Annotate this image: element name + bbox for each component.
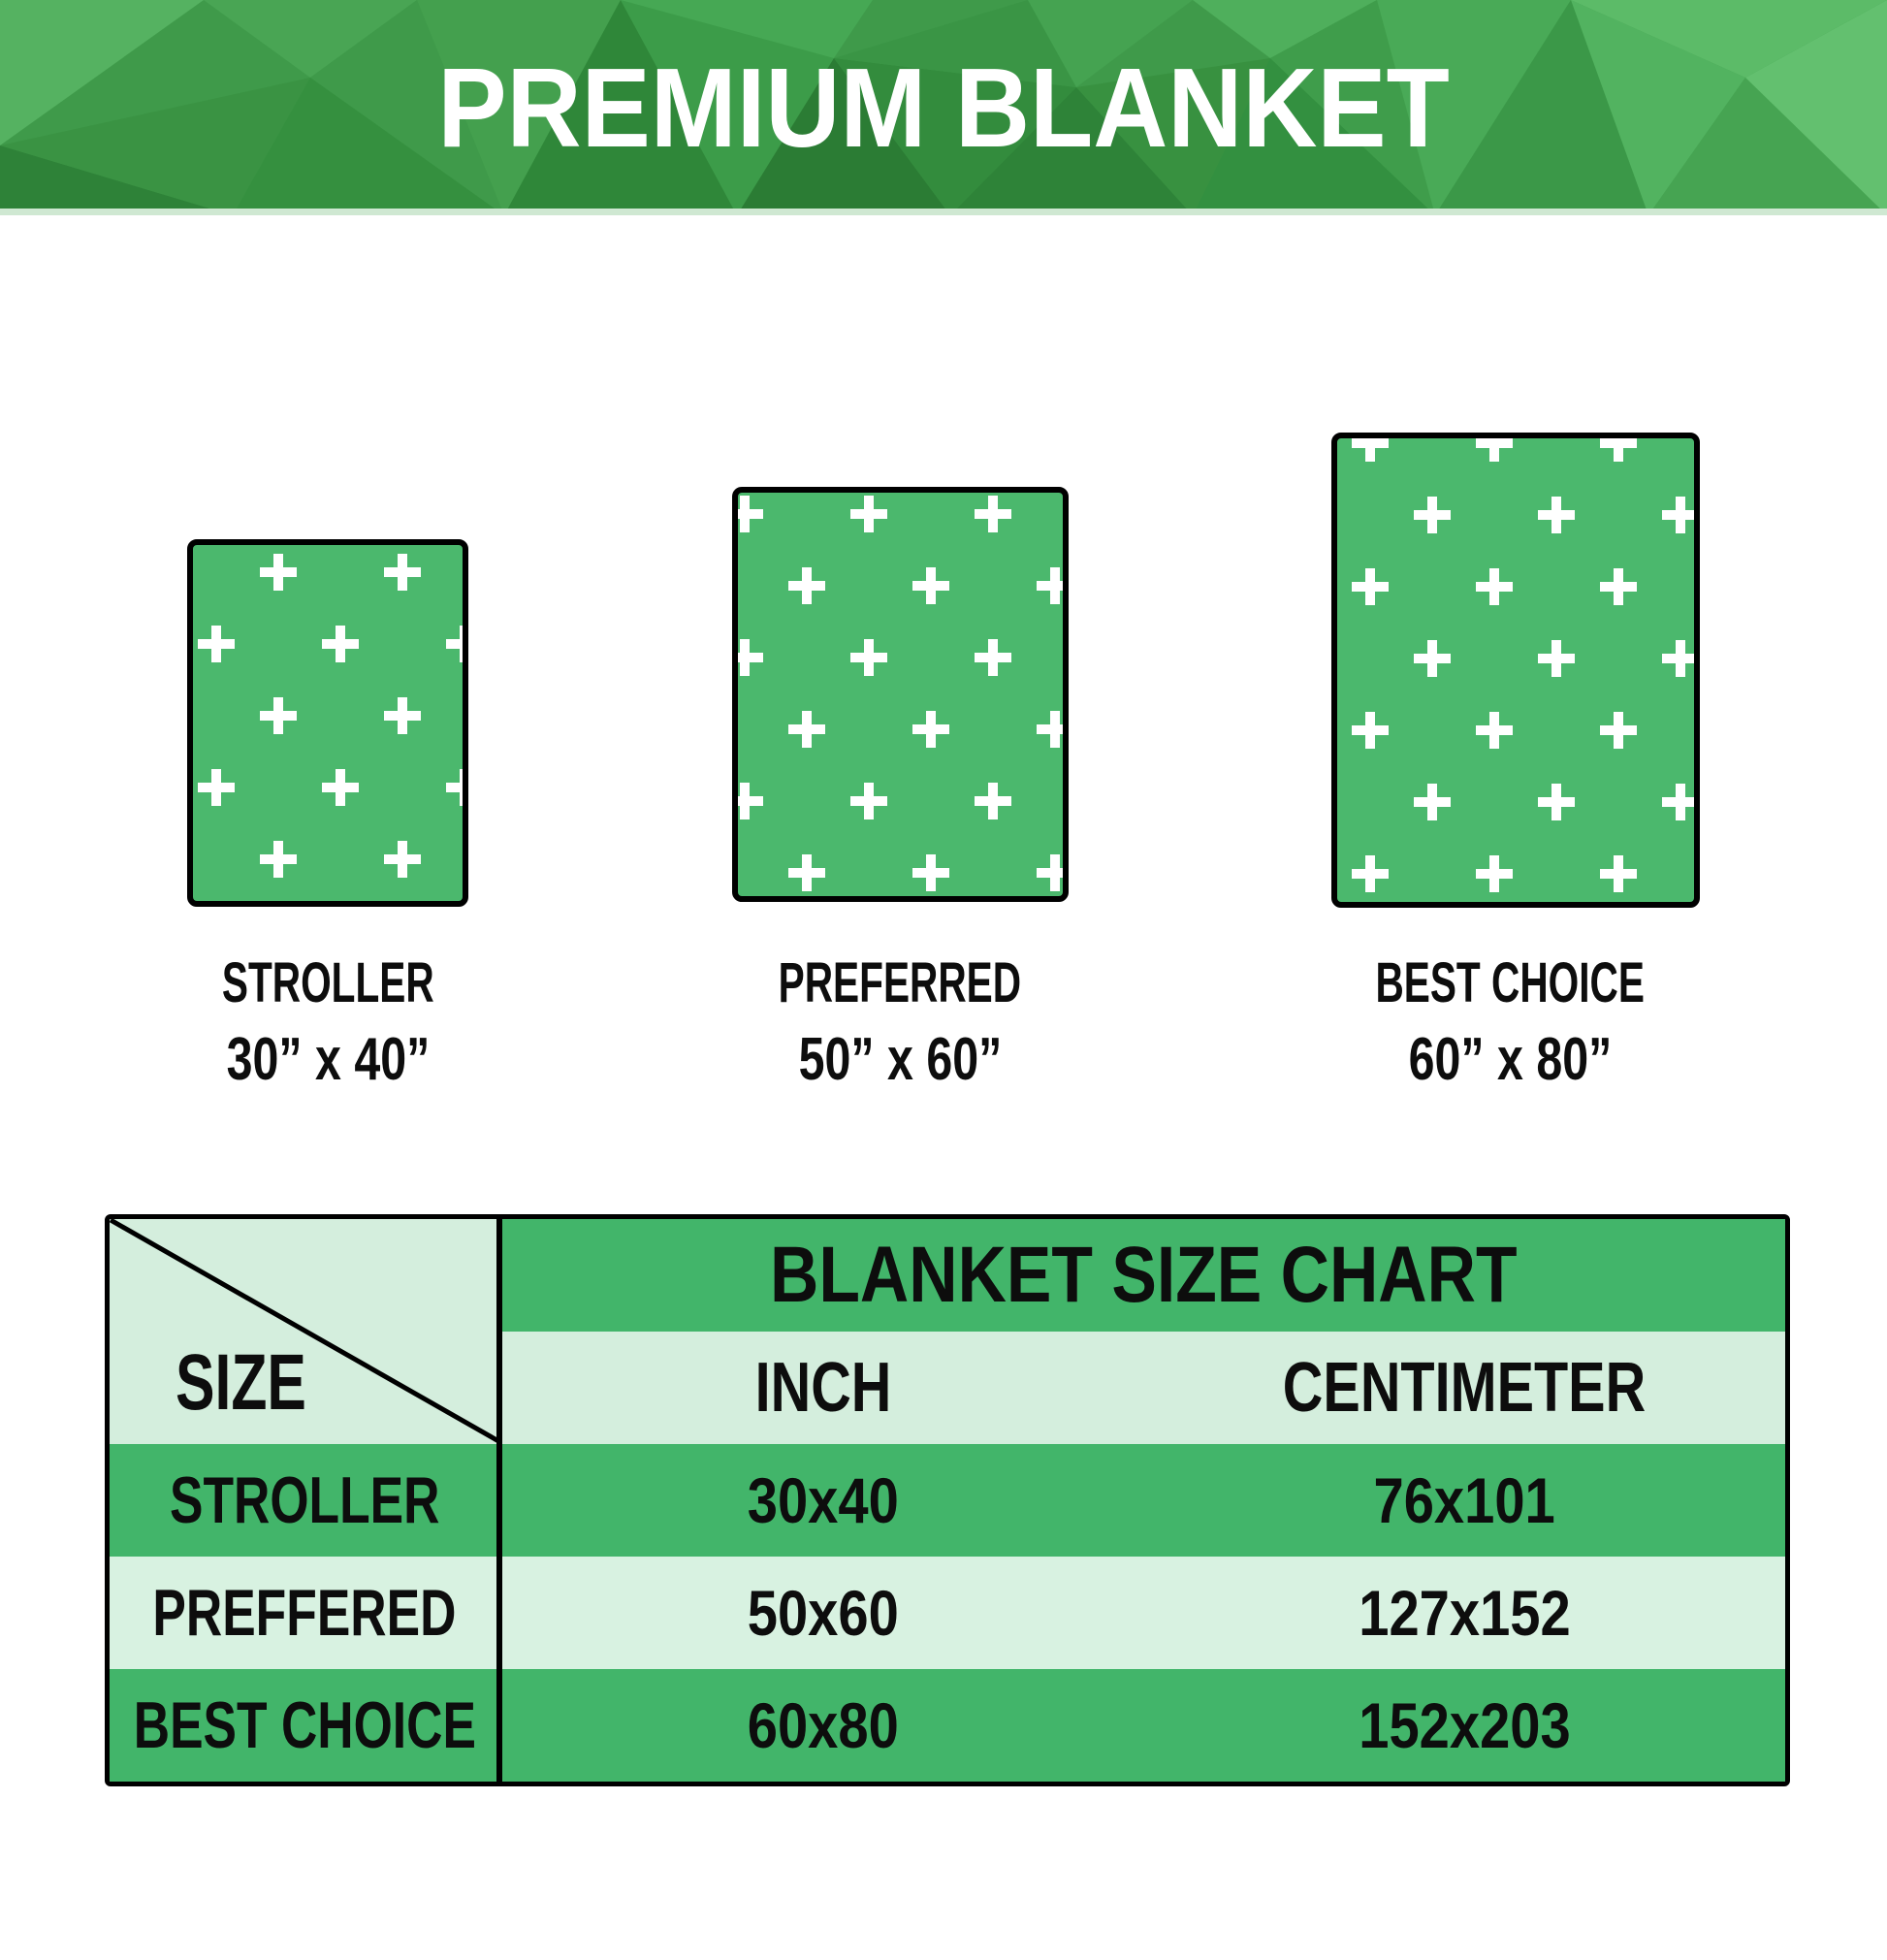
blanket-caption-best-choice: BEST CHOICE: [1296, 955, 1723, 1012]
blanket-name-label: BEST CHOICE: [1375, 951, 1645, 1014]
column-divider-line: [496, 1219, 502, 1782]
cell-preffered-centimeter: 127x152: [1358, 1577, 1571, 1649]
cell-best-choice-centimeter: 152x203: [1358, 1689, 1571, 1761]
low-poly-green-background: [0, 0, 1887, 215]
blanket-size-best-choice: 60” x 80”: [1296, 1030, 1723, 1090]
blanket-dimensions-label: 30” x 40”: [226, 1026, 430, 1093]
blanket-dimensions-label: 50” x 60”: [798, 1026, 1002, 1093]
row-preffered-background: [110, 1557, 1785, 1669]
chart-title-row-background: [499, 1219, 1785, 1332]
cell-preffered-inch: 50x60: [747, 1577, 899, 1649]
corner-size-label: SIZE: [176, 1343, 352, 1423]
chart-title-text: BLANKET SIZE CHART: [770, 1231, 1518, 1319]
cell-best-choice-inch: 60x80: [747, 1689, 899, 1761]
header-banner: PREMIUM BLANKET: [0, 0, 1887, 215]
row-label-stroller: STROLLER: [169, 1463, 440, 1537]
column-header-row-background: [110, 1332, 1785, 1444]
size-label-text: SIZE: [176, 1338, 306, 1427]
blanket-size-stroller: 30” x 40”: [114, 1030, 541, 1090]
blanket-caption-preferred: PREFERRED: [687, 955, 1113, 1012]
blanket-illustration-preferred: [732, 487, 1069, 902]
column-header-inch: INCH: [754, 1349, 891, 1427]
column-header-centimeter: CENTIMETER: [1282, 1349, 1647, 1427]
cell-stroller-centimeter: 76x101: [1373, 1464, 1555, 1536]
cell-stroller-inch: 30x40: [747, 1464, 899, 1536]
corner-diagonal-line: [110, 1219, 502, 1444]
blanket-name-label: PREFERRED: [778, 951, 1022, 1014]
row-stroller-background: [110, 1444, 1785, 1557]
blanket-name-label: STROLLER: [221, 951, 434, 1014]
page-title-text: PREMIUM BLANKET: [437, 45, 1450, 171]
blanket-size-chart-table: SIZE BLANKET SIZE CHART INCH CENTIMETER …: [105, 1214, 1790, 1786]
blanket-dimensions-label: 60” x 80”: [1408, 1026, 1612, 1093]
chart-title-cell: BLANKET SIZE CHART: [502, 1219, 1785, 1332]
blanket-caption-stroller: STROLLER: [114, 955, 541, 1012]
row-label-best-choice: BEST CHOICE: [133, 1688, 476, 1762]
page-title: PREMIUM BLANKET: [0, 33, 1887, 182]
blanket-size-preferred: 50” x 60”: [687, 1030, 1113, 1090]
corner-cell-background: [110, 1219, 499, 1332]
row-best-choice-background: [110, 1669, 1785, 1782]
blanket-illustration-stroller: [187, 539, 468, 907]
row-label-preffered: PREFFERED: [152, 1576, 457, 1650]
blanket-illustration-best-choice: [1331, 433, 1700, 908]
